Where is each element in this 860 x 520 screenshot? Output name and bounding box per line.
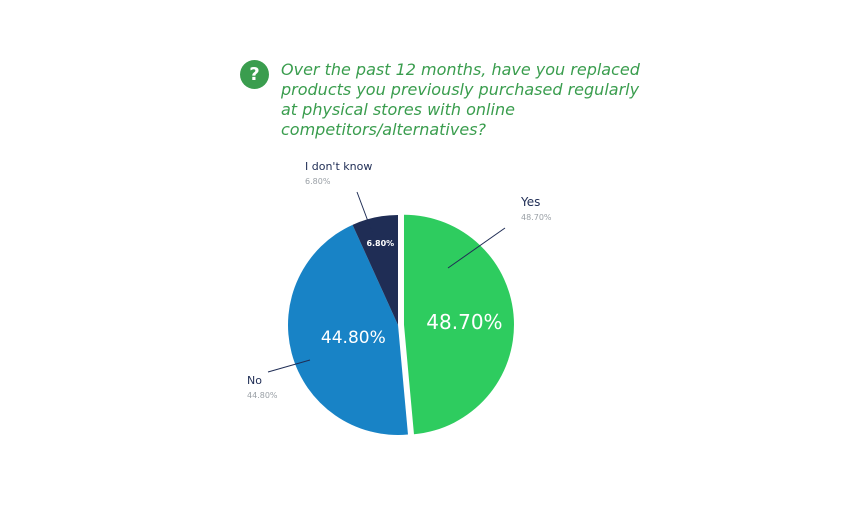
callout-value-yes: 48.70% — [521, 213, 552, 222]
callout-line-i-don-t-know — [356, 191, 373, 233]
callout-label-yes: Yes — [520, 195, 540, 209]
pie-slice-i-don-t-know — [352, 215, 398, 325]
pie-slice-no — [288, 224, 408, 435]
slice-value-label-yes: 48.70% — [426, 310, 502, 334]
callout-line-no — [267, 359, 311, 373]
callout-value-no: 44.80% — [247, 391, 278, 400]
slice-value-label-no: 44.80% — [321, 328, 386, 348]
callout-value-i-don-t-know: 6.80% — [305, 177, 331, 186]
callout-label-i-don-t-know: I don't know — [305, 160, 372, 173]
callout-line-yes — [447, 227, 506, 269]
slice-value-label-i-don-t-know: 6.80% — [366, 239, 394, 248]
callout-label-no: No — [247, 374, 262, 387]
chart-title: Over the past 12 months, have you replac… — [281, 60, 640, 139]
pie-slice-yes — [403, 214, 514, 435]
question-mark-icon: ? — [240, 60, 269, 89]
